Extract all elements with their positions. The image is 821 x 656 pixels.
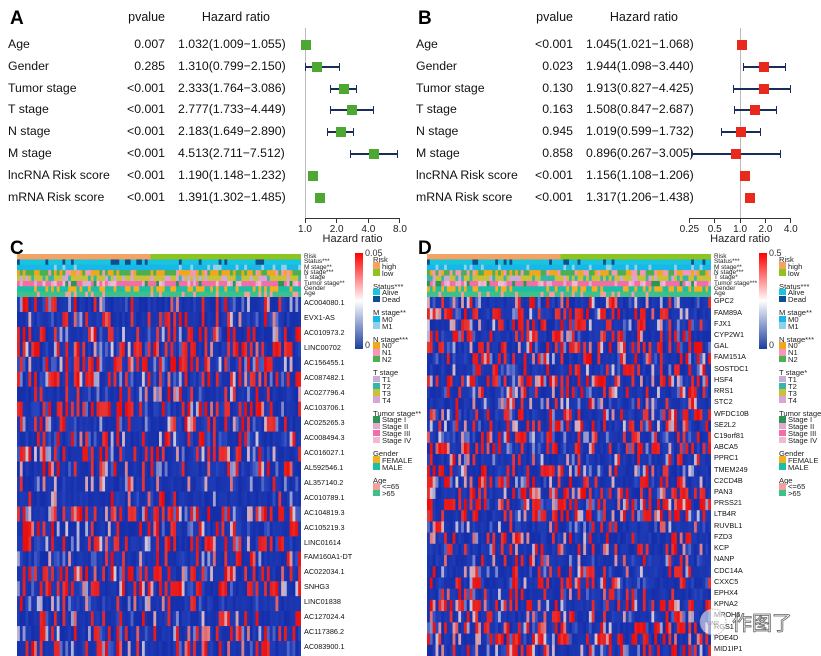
svg-text:GNP: GNP [707,621,719,627]
svg-text:作图了: 作图了 [732,612,792,635]
